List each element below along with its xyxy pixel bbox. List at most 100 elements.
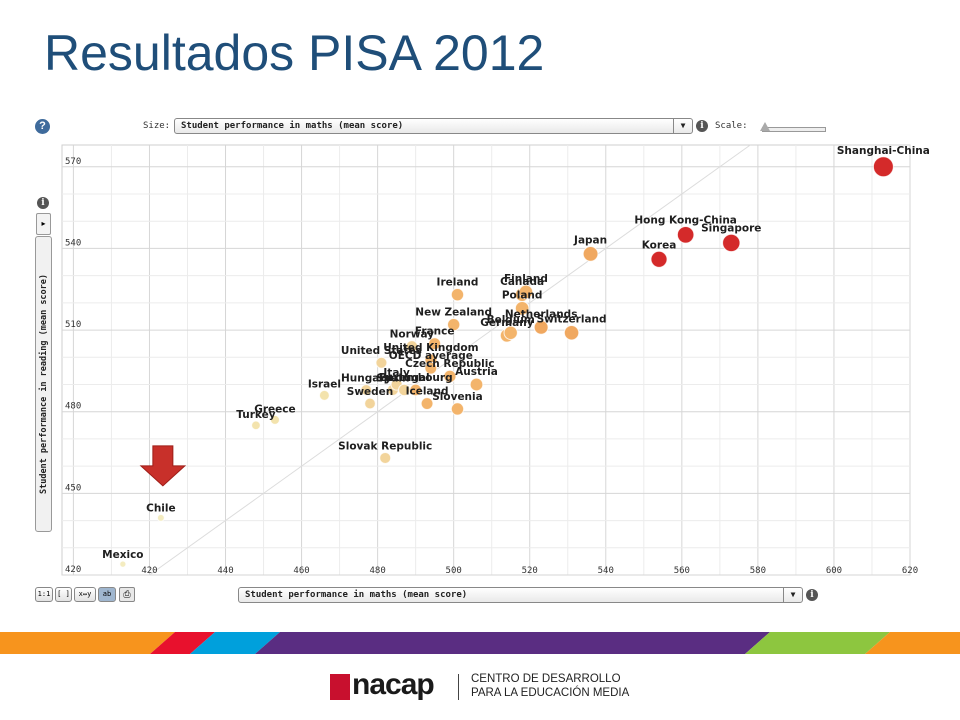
chevron-down-icon: ▼: [783, 588, 802, 602]
y-axis-select[interactable]: Student performance in reading (mean sco…: [35, 236, 52, 532]
data-point: [722, 233, 741, 253]
data-point: [503, 325, 518, 340]
point-label: Sweden: [347, 386, 394, 398]
stripe-blue: [190, 632, 280, 654]
data-point: [156, 513, 165, 522]
x-tick-label: 620: [902, 566, 918, 576]
chevron-down-icon: ▼: [673, 119, 692, 133]
data-point: [443, 369, 457, 383]
data-point: [533, 319, 549, 335]
point-label: Switzerland: [537, 314, 607, 326]
y-tick-label: 480: [65, 402, 81, 412]
point-label: Portugal: [379, 372, 430, 384]
point-label: Israel: [308, 378, 341, 390]
footer-stripe: [0, 632, 960, 654]
x-tick-label: 540: [598, 566, 614, 576]
size-select-value: Student performance in maths (mean score…: [181, 121, 404, 131]
logo-separator: [458, 674, 459, 700]
stripe-red: [150, 632, 215, 654]
y-tick-label: 450: [65, 483, 81, 493]
size-select[interactable]: Student performance in maths (mean score…: [174, 118, 693, 134]
point-label: Finland: [504, 273, 548, 285]
point-label: Belgium: [487, 314, 535, 326]
stripe-orange: [0, 632, 175, 654]
swap-axes-button[interactable]: x↔y: [74, 587, 96, 602]
help-icon[interactable]: ?: [35, 119, 50, 134]
x-tick-label: 600: [826, 566, 842, 576]
slide-title: Resultados PISA 2012: [44, 25, 545, 81]
data-point: [364, 397, 376, 410]
stripe-purple: [255, 632, 770, 654]
x-axis-select[interactable]: Student performance in maths (mean score…: [238, 587, 803, 603]
size-label: Size:: [143, 121, 171, 131]
logo-subtitle-line2: PARA LA EDUCACIÓN MEDIA: [471, 687, 630, 699]
point-label: Italy: [383, 367, 410, 379]
data-point: [563, 325, 580, 341]
data-point: [318, 389, 330, 401]
point-label: Iceland: [406, 386, 449, 398]
data-point: [119, 560, 127, 568]
point-label: Japan: [573, 234, 607, 246]
labels-toggle-button[interactable]: ab: [98, 587, 116, 602]
x-info-icon[interactable]: i: [806, 589, 818, 601]
data-point: [405, 340, 419, 353]
data-point: [409, 383, 422, 397]
data-point: [582, 245, 599, 262]
point-label: Turkey: [236, 409, 275, 421]
plot-area: [61, 144, 911, 576]
scale-slider-thumb[interactable]: [760, 122, 770, 131]
print-icon[interactable]: ⎙: [119, 587, 135, 602]
highlight-arrow: [139, 445, 187, 487]
fit-button[interactable]: [ ]: [55, 587, 72, 602]
data-point: [447, 317, 461, 332]
reference-line: [149, 144, 751, 576]
size-controls: Size: Student performance in maths (mean…: [0, 118, 960, 136]
point-label: Poland: [502, 290, 543, 302]
point-label: United Kingdom: [383, 342, 478, 354]
point-label: Czech Republic: [405, 358, 494, 370]
logo-mark: [330, 674, 350, 700]
data-point: [428, 337, 442, 351]
data-point: [469, 377, 484, 392]
x-tick-label: 440: [217, 566, 233, 576]
x-tick-label: 580: [750, 566, 766, 576]
point-label: France: [415, 326, 455, 338]
point-label: Luxembourg: [379, 372, 453, 384]
data-point: [420, 397, 434, 410]
x-axis-label: Student performance in maths (mean score…: [245, 590, 468, 600]
size-info-icon[interactable]: i: [696, 120, 708, 132]
point-label: Shanghai-China: [837, 145, 930, 157]
data-point: [424, 361, 438, 375]
data-point: [251, 420, 261, 431]
y-info-icon[interactable]: i: [37, 197, 49, 209]
y-tick-label: 570: [65, 157, 81, 167]
play-button[interactable]: ▸: [36, 213, 51, 235]
x-tick-label: 520: [522, 566, 538, 576]
data-point: [450, 402, 465, 416]
point-label: Hungary: [341, 373, 392, 385]
data-point: [379, 451, 392, 464]
point-label: Norway: [390, 329, 435, 341]
point-label: Chile: [146, 502, 176, 514]
data-point: [450, 287, 465, 302]
x-tick-label: 480: [369, 566, 385, 576]
point-label: Singapore: [701, 222, 761, 234]
logo-subtitle: CENTRO DE DESARROLLO PARA LA EDUCACIÓN M…: [471, 672, 629, 700]
point-label: Slovenia: [432, 391, 483, 403]
point-label: New Zealand: [415, 306, 492, 318]
scatter-chart: 420 440 460 480 500 520 540 560 580 600 620 420 450 4…: [61, 144, 930, 576]
point-label: United States: [341, 345, 422, 357]
zoom-1to1-button[interactable]: 1:1: [35, 587, 53, 602]
x-tick-label: 420: [141, 566, 157, 576]
point-label: Hong Kong-China: [634, 215, 737, 227]
data-point: [650, 250, 668, 268]
data-point: [269, 414, 280, 425]
point-label: Austria: [455, 366, 498, 378]
scale-label: Scale:: [715, 121, 748, 131]
point-label: Mexico: [102, 549, 143, 561]
stripe-green: [745, 632, 890, 654]
y-tick-label: 540: [65, 238, 81, 248]
x-tick-label: 500: [446, 566, 462, 576]
x-tick-label: 560: [674, 566, 690, 576]
point-label: Ireland: [437, 276, 479, 288]
